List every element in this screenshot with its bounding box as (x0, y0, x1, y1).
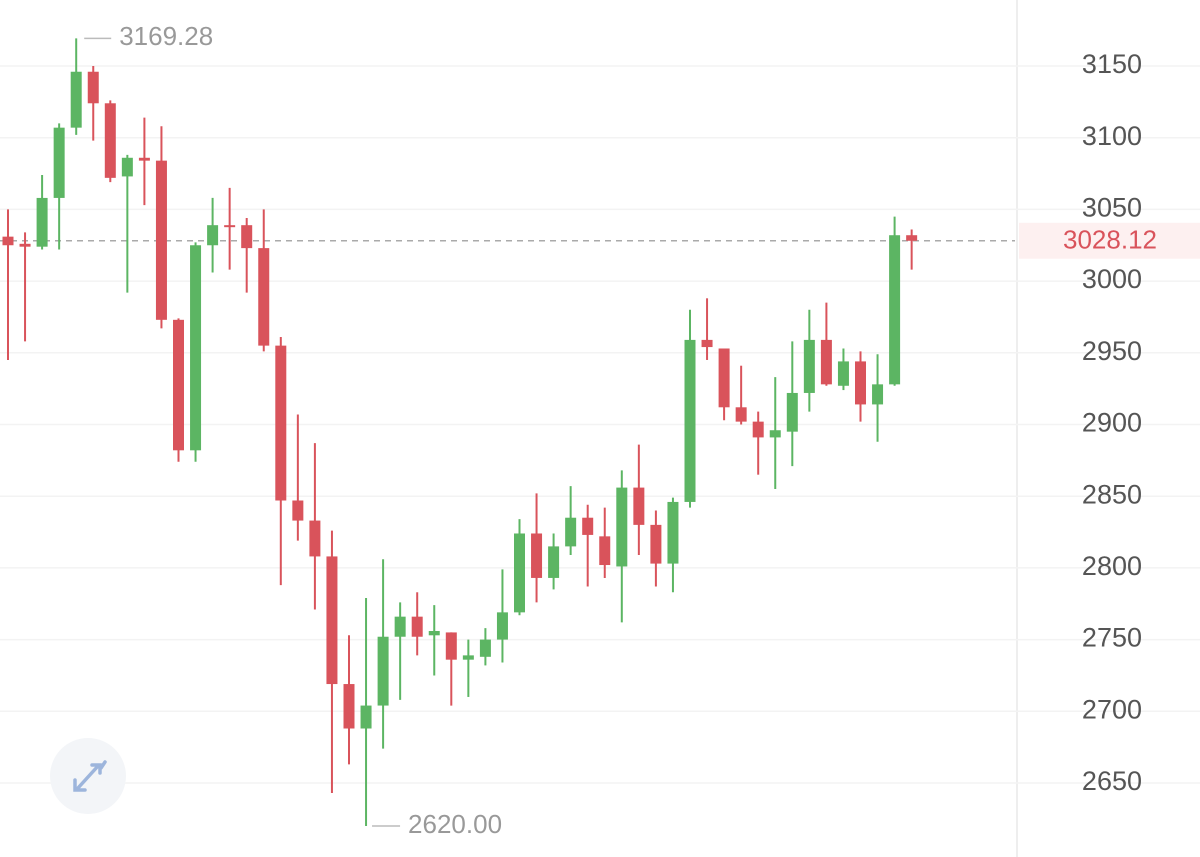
candle-body (104, 103, 116, 178)
candle-body (514, 533, 525, 613)
candle-body (36, 197, 48, 247)
expand-icon[interactable] (73, 760, 107, 792)
candle-body (616, 487, 628, 567)
candle-body (394, 616, 406, 637)
candle-body (275, 345, 287, 501)
candle-body (718, 348, 730, 408)
candle-body (121, 157, 133, 177)
y-tick-label: 3050 (1082, 193, 1142, 223)
candle-body (889, 235, 901, 385)
candle-body (207, 225, 219, 246)
candle-body (735, 407, 747, 422)
candle-body (548, 546, 560, 578)
candle-body (258, 248, 270, 346)
y-tick-label: 2750 (1082, 623, 1142, 653)
candle-body (582, 517, 594, 535)
y-tick-label: 2800 (1082, 551, 1142, 581)
candle-body (701, 339, 713, 348)
candle-body (241, 225, 253, 249)
candle-body (138, 157, 150, 161)
candle-body (326, 556, 338, 685)
candle-body (309, 520, 321, 557)
candle-body (565, 517, 577, 547)
candle-body (769, 430, 781, 438)
y-tick-label: 2850 (1082, 479, 1142, 509)
y-tick-label: 2950 (1082, 336, 1142, 366)
candle-body (190, 245, 202, 451)
candle-body (155, 160, 167, 320)
y-tick-label: 3000 (1082, 264, 1142, 294)
candle-body (343, 684, 355, 729)
candle-body (872, 384, 884, 405)
candle-body (667, 501, 679, 564)
candle-body (462, 655, 474, 660)
candle-body (803, 339, 815, 393)
candle-body (855, 361, 866, 405)
candle-body (292, 500, 304, 521)
candle-body (360, 705, 372, 729)
candle-body (684, 339, 696, 502)
last-price-box (1019, 222, 1200, 259)
high-label: 3169.28 (119, 21, 213, 51)
expand-button[interactable] (50, 738, 126, 814)
candle-body (87, 71, 99, 104)
candle-body (19, 243, 31, 247)
candle-body (224, 225, 236, 228)
y-tick-label: 2650 (1082, 766, 1142, 796)
candle-body (496, 612, 508, 640)
candle-body (906, 235, 918, 241)
candle-body (411, 616, 423, 637)
y-tick-label: 3150 (1082, 49, 1142, 79)
candle-body (53, 127, 65, 198)
candle-body (837, 361, 849, 386)
candle-body (599, 536, 611, 566)
low-label: 2620.00 (408, 809, 502, 839)
candle-body (633, 487, 645, 525)
candle-body (752, 421, 764, 438)
candle-body (820, 339, 832, 385)
candle-body (2, 236, 14, 246)
candle-body (70, 71, 82, 128)
last-price-label: 3028.12 (1063, 225, 1157, 255)
candle-body (531, 533, 543, 578)
candle-body (445, 632, 457, 660)
candle-body (428, 630, 440, 636)
candle-body (786, 392, 798, 432)
y-tick-label: 2900 (1082, 408, 1142, 438)
candle-body (650, 524, 662, 564)
candle-body (173, 319, 184, 451)
y-tick-label: 3100 (1082, 121, 1142, 151)
y-tick-label: 2700 (1082, 694, 1142, 724)
candle-body (479, 639, 491, 657)
candle-body (377, 636, 389, 706)
